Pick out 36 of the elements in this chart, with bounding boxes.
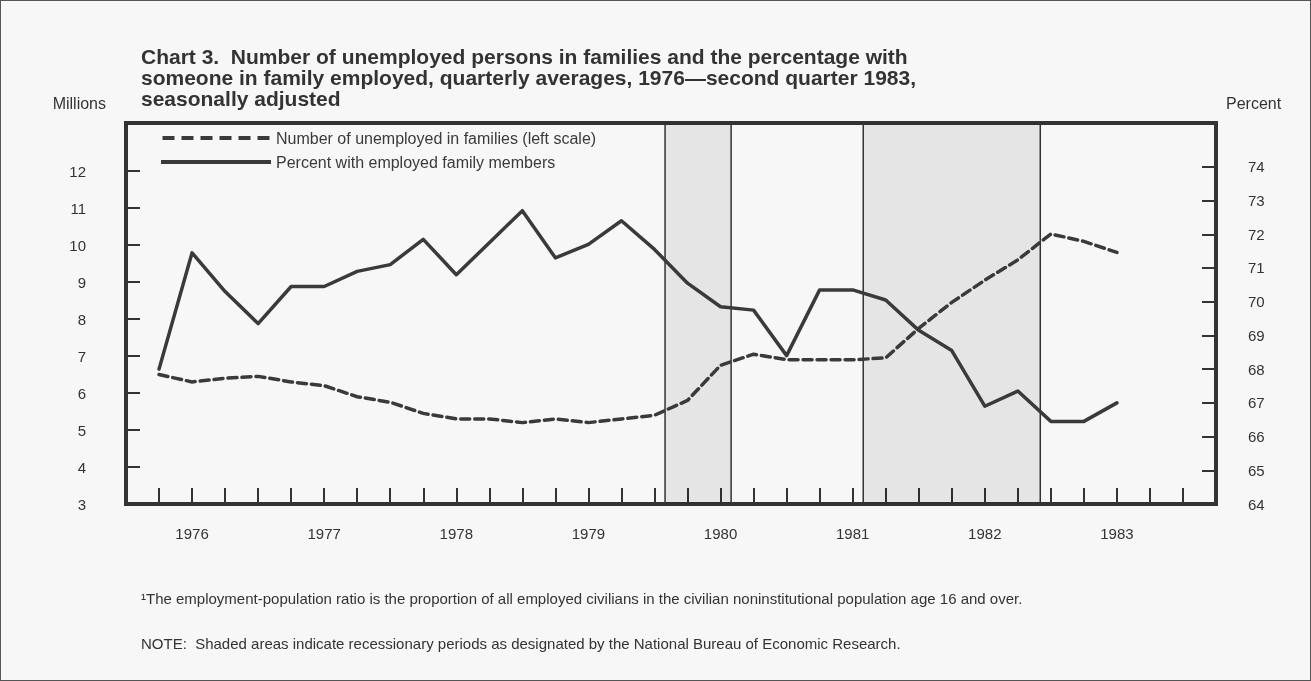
y2-axis-title: Percent <box>1226 94 1282 112</box>
legend-label: Number of unemployed in families (left scale) <box>276 129 597 147</box>
y2-tick-label: 71 <box>1248 259 1265 277</box>
y2-tick-label: 73 <box>1248 192 1265 210</box>
text: NOTE: Shaded areas indicate recessionary periods as designated by the National Bureau of Economic Research. <box>141 635 901 652</box>
y-tick-label: 6 <box>77 384 86 402</box>
legend-label: Percent with employed family members <box>276 153 556 171</box>
x-tick-label: 1981 <box>835 525 870 542</box>
x-tick-label: 1979 <box>571 525 606 542</box>
y-tick-label: 3 <box>77 495 86 513</box>
y-tick-label: 10 <box>69 236 86 254</box>
x-tick-label: 1976 <box>175 525 209 542</box>
chart-title: Chart 3. Number of unemployed persons in families and the percentage with someone in family employed, quarterly averages, 1976—second quarter 1983, seasonally adjusted <box>141 45 922 110</box>
y2-tick-label: 70 <box>1248 293 1265 311</box>
x-tick-label: 1982 <box>968 525 1002 542</box>
y-tick-label: 11 <box>70 199 86 217</box>
y-tick-label: 5 <box>77 421 86 439</box>
y2-tick-label: 69 <box>1248 326 1265 344</box>
y-tick-label: 9 <box>77 273 86 291</box>
x-tick-label: 1980 <box>703 525 738 542</box>
x-tick-label: 1978 <box>439 525 473 542</box>
y-tick-label: 4 <box>77 458 86 476</box>
y-axis-title: Millions <box>52 94 106 112</box>
y2-tick-label: 64 <box>1248 495 1265 513</box>
y2-tick-label: 74 <box>1248 158 1265 176</box>
y2-tick-label: 68 <box>1248 360 1265 378</box>
x-tick-label: 1977 <box>307 525 341 542</box>
y2-tick-label: 66 <box>1248 428 1265 446</box>
y2-tick-label: 72 <box>1248 225 1265 243</box>
y2-tick-label: 65 <box>1248 461 1265 479</box>
y2-tick-label: 67 <box>1248 394 1265 412</box>
text: ¹The employment-population ratio is the proportion of all employed civilians in the civilian noninstitutional population age 16 and over. <box>141 590 1023 607</box>
y-tick-label: 8 <box>77 310 86 328</box>
x-tick-label: 1983 <box>1100 525 1134 542</box>
y-tick-label: 7 <box>77 347 86 365</box>
y-tick-label: 12 <box>69 162 86 180</box>
